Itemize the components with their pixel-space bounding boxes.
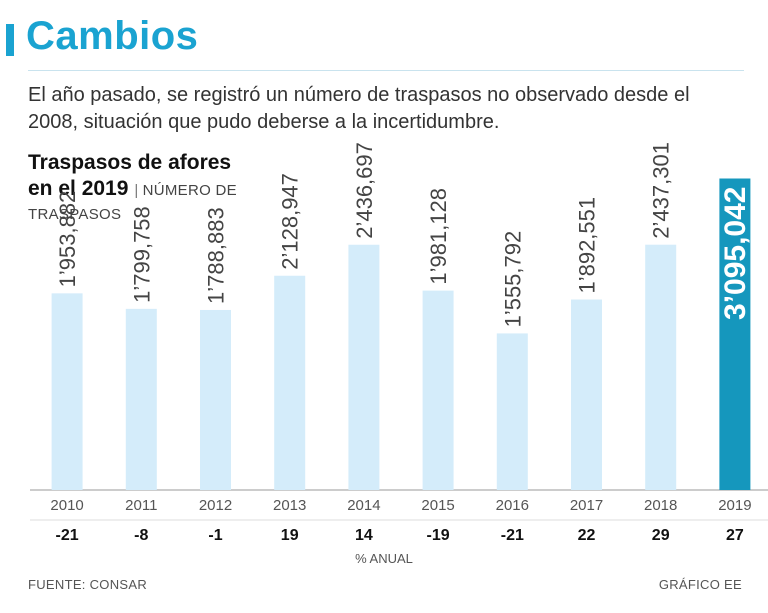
- bar-2014: [348, 244, 380, 490]
- bar-2017: [571, 299, 602, 490]
- page-subtitle: El año pasado, se registró un número de …: [28, 84, 690, 133]
- value-label-2010: 1’953,882: [55, 191, 80, 288]
- chart-units: | NÚMERO DE: [134, 182, 237, 199]
- value-label-2019: 3’095,042: [719, 186, 752, 319]
- source-note: FUENTE: CONSAR: [28, 577, 148, 592]
- bar-2011: [125, 308, 157, 490]
- annual-change-2011: -8: [134, 527, 148, 544]
- x-tick-label-2018: 2018: [644, 497, 677, 514]
- x-tick-label-2010: 2010: [50, 497, 83, 514]
- chart-title-line2: en el 2019: [28, 177, 129, 200]
- value-label-2012: 1’788,883: [204, 207, 229, 304]
- annual-change-2010: -21: [56, 527, 79, 544]
- value-label-2014: 2’436,697: [352, 142, 377, 239]
- bar-2015: [422, 290, 454, 490]
- chart-title-line1: Traspasos de afores: [28, 151, 232, 174]
- annual-change-2012: -1: [208, 527, 222, 544]
- x-tick-label-2012: 2012: [199, 497, 232, 514]
- bar-2016: [496, 333, 528, 490]
- chart-title: Traspasos de afores en el 2019 | NÚMERO DE: [28, 150, 308, 204]
- value-label-2016: 1’555,792: [500, 231, 525, 328]
- x-tick-label-2019: 2019: [718, 497, 751, 514]
- chart-units-line1: NÚMERO DE: [142, 182, 237, 199]
- annual-change-2017: 22: [578, 527, 596, 544]
- annual-change-2019: 27: [726, 527, 744, 544]
- bar-2010: [51, 293, 83, 490]
- bar-2019: [719, 178, 751, 490]
- annual-change-label: % ANUAL: [355, 551, 413, 566]
- page-title: Cambios: [26, 14, 199, 58]
- value-label-2011: 1’799,758: [129, 206, 154, 303]
- value-label-2015: 1’981,128: [426, 188, 451, 285]
- annual-change-2016: -21: [501, 527, 524, 544]
- bar-2012: [200, 309, 231, 490]
- title-divider: [28, 70, 744, 71]
- x-tick-label-2016: 2016: [496, 497, 529, 514]
- x-tick-label-2011: 2011: [125, 497, 157, 514]
- value-label-2013: 2’128,947: [278, 173, 303, 270]
- x-tick-label-2015: 2015: [421, 497, 454, 514]
- bar-2018: [645, 244, 677, 490]
- annual-change-2013: 19: [281, 527, 299, 544]
- annual-change-2018: 29: [652, 527, 670, 544]
- x-tick-label-2017: 2017: [570, 497, 603, 514]
- title-accent-bar: [6, 24, 14, 56]
- x-tick-label-2014: 2014: [347, 497, 380, 514]
- x-tick-label-2013: 2013: [273, 497, 306, 514]
- value-label-2017: 1’892,551: [575, 197, 600, 294]
- graphic-credit: GRÁFICO EE: [658, 577, 742, 592]
- annual-change-2014: 14: [355, 527, 373, 544]
- chart-units-line2: TRASPASOS: [28, 206, 122, 223]
- annual-change-2015: -19: [427, 527, 450, 544]
- value-label-2018: 2’437,301: [649, 142, 674, 239]
- bar-2013: [274, 275, 306, 490]
